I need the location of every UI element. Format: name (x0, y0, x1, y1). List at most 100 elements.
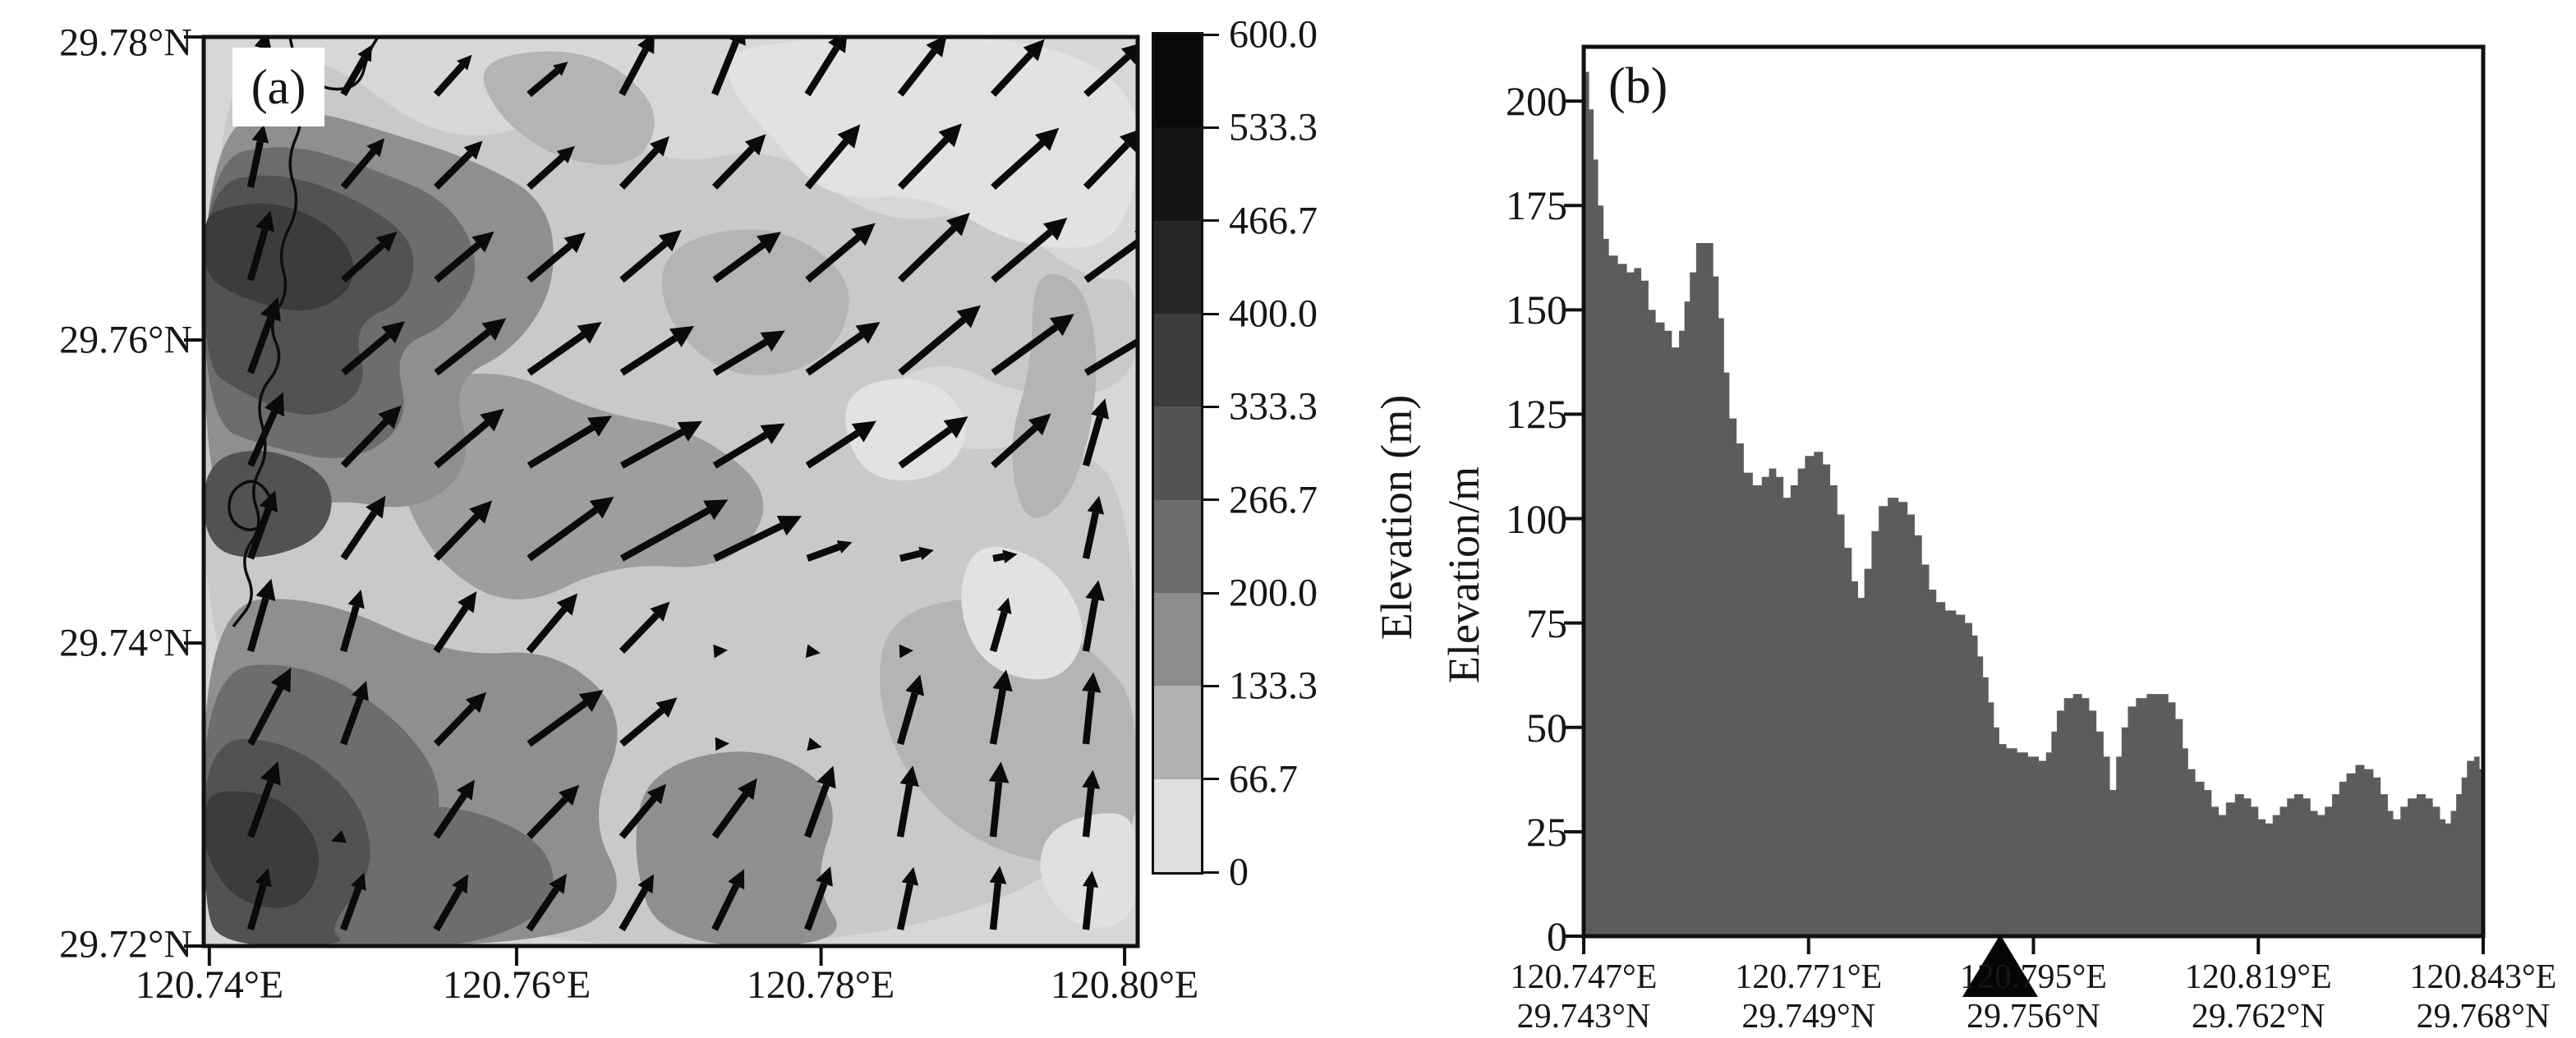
wind-arrow (896, 866, 919, 930)
wind-arrow-shaft (339, 605, 360, 653)
wind-arrow-head (457, 54, 472, 71)
panel-b-y-tick-label: 25 (1526, 808, 1567, 855)
colorbar-segment (1154, 686, 1201, 779)
wind-arrow (340, 138, 385, 190)
wind-arrow-head (1081, 672, 1102, 693)
wind-arrow (989, 866, 1007, 930)
wind-arrow (619, 499, 729, 562)
wind-arrow-head (254, 37, 272, 51)
wind-arrow-head (905, 674, 925, 696)
wind-arrow-shaft (433, 150, 473, 191)
wind-arrow-shaft (246, 884, 267, 931)
wind-arrow (247, 490, 278, 560)
wind-arrow (527, 322, 602, 376)
wind-arrow-shaft (527, 154, 565, 191)
wind-arrow (805, 322, 881, 376)
wind-arrow-head (1049, 314, 1074, 337)
wind-arrow (619, 229, 682, 283)
wind-arrow-head (366, 495, 386, 519)
wind-arrow (1082, 769, 1101, 838)
wind-arrow (805, 420, 876, 469)
wind-arrow (619, 135, 669, 190)
district-boundary-loop (228, 480, 273, 531)
wind-arrow-head (260, 296, 281, 322)
wind-arrow-shaft (805, 332, 864, 376)
wind-arrow-shaft (712, 431, 768, 469)
wind-arrow-head (255, 868, 272, 888)
colorbar-segment (1154, 127, 1201, 221)
wind-arrow-head (1082, 870, 1099, 888)
panel-b-x-tick-label: 120.771°E 29.749°N (1694, 958, 1924, 1036)
panel-b-label: (b) (1608, 58, 1668, 114)
wind-arrow-shaft (711, 792, 749, 839)
wind-arrow (340, 495, 386, 561)
wind-arrow-head (744, 134, 766, 156)
wind-arrow (527, 232, 586, 283)
colorbar-tick (1201, 778, 1219, 781)
wind-arrow-shaft (899, 549, 922, 563)
colorbar-tick-label: 200.0 (1229, 571, 1318, 615)
wind-arrow-head (945, 213, 970, 237)
wind-arrow-shaft (246, 140, 264, 188)
wind-arrow-head (760, 330, 785, 352)
wind-arrow-head (828, 37, 847, 53)
panel-a-x-tick-label: 120.74°E (135, 963, 284, 1007)
terrain-contour-region (845, 379, 966, 480)
site-marker-triangle (1962, 935, 2038, 997)
wind-arrow-head (463, 140, 483, 160)
wind-arrow-head (556, 593, 578, 616)
wind-arrow-head (1082, 769, 1101, 789)
wind-arrow-shaft (1083, 141, 1130, 190)
wind-arrow-shaft (340, 511, 377, 561)
panel-b-x-tick-label: 120.843°E 29.768°N (2368, 958, 2576, 1036)
wind-arrow-shaft (711, 40, 739, 96)
wind-arrow (897, 123, 963, 190)
colorbar-tick-label: 66.7 (1229, 757, 1298, 801)
wind-arrow (991, 218, 1068, 283)
wind-arrow-head (480, 408, 504, 432)
wind-arrow (899, 644, 913, 659)
panel-a-y-tick-label: 29.76°N (59, 318, 192, 362)
wind-arrow-head (1087, 495, 1105, 515)
wind-arrow (713, 644, 728, 659)
wind-arrow-shaft (526, 796, 568, 839)
panel-b-y-tick-label: 75 (1526, 599, 1567, 646)
wind-arrow (990, 39, 1045, 97)
wind-arrow-shaft (619, 507, 711, 562)
wind-arrow-head (255, 578, 276, 602)
wind-arrow-head (1042, 218, 1068, 241)
wind-arrow-head (472, 231, 494, 253)
wind-arrow-shaft (434, 241, 481, 283)
wind-arrow-shaft (340, 696, 364, 746)
wind-arrow-shaft (341, 241, 385, 283)
panel-b-x-tick-lat: 29.762°N (2191, 998, 2325, 1036)
wind-arrow (433, 874, 468, 932)
wind-arrow (899, 546, 934, 563)
wind-arrow-shaft (247, 780, 274, 838)
map-frame (201, 34, 1140, 948)
wind-arrow-head (756, 232, 781, 255)
panel-a-y-tick-label: 29.72°N (59, 922, 192, 967)
terrain-contour-region (661, 229, 849, 375)
wind-arrow-head (988, 761, 1010, 783)
wind-arrow (339, 590, 365, 653)
wind-arrow (619, 601, 670, 654)
terrain-contour-region (880, 599, 1138, 863)
wind-arrow (805, 644, 821, 659)
wind-arrow (330, 829, 347, 843)
wind-arrow-shaft (1082, 599, 1099, 652)
wind-arrow-head (943, 416, 968, 439)
wind-arrow (619, 874, 654, 932)
wind-arrow-head (715, 737, 729, 751)
wind-arrow-shaft (340, 56, 368, 97)
wind-arrow-head (347, 590, 365, 609)
panel-b-y-tick-label: 100 (1506, 495, 1567, 542)
wind-arrow-shaft (1083, 53, 1131, 98)
wind-arrow-head (1035, 127, 1060, 151)
wind-arrow (434, 318, 507, 376)
elevation-wind-map (184, 34, 1140, 966)
panel-b-x-tick-lat: 29.756°N (1966, 998, 2100, 1036)
wind-arrow-head (264, 392, 285, 417)
wind-arrow (711, 37, 746, 96)
colorbar-tick-label: 533.3 (1229, 105, 1318, 149)
